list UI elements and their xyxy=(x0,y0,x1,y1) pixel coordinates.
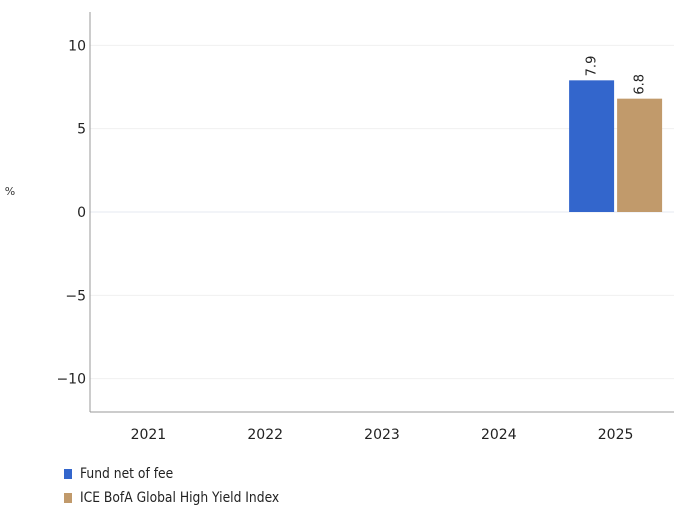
bar-chart: 10 5 0 −5 −10 2021 2022 2023 2024 2025 7.9 6.8 % xyxy=(5,12,674,443)
y-tick-label: 10 xyxy=(68,38,86,54)
bars xyxy=(569,80,663,212)
x-tick-label: 2021 xyxy=(131,427,167,443)
bar xyxy=(617,98,663,212)
x-tick-label: 2025 xyxy=(598,427,634,443)
x-tick-label: 2022 xyxy=(247,427,283,443)
legend-item-index: ICE BofA Global High Yield Index xyxy=(64,486,306,510)
y-tick-labels: 10 5 0 −5 −10 xyxy=(56,38,86,387)
legend-swatch-index xyxy=(64,493,72,503)
legend-label-index: ICE BofA Global High Yield Index xyxy=(80,490,280,506)
x-tick-label: 2023 xyxy=(364,427,400,443)
data-labels: 7.9 6.8 xyxy=(585,56,648,95)
y-tick-label: 0 xyxy=(77,205,86,221)
legend: Fund net of fee ICE BofA Global High Yie… xyxy=(64,462,306,510)
y-unit-label: % xyxy=(5,185,15,198)
x-tick-labels: 2021 2022 2023 2024 2025 xyxy=(131,427,634,443)
y-tick-label: 5 xyxy=(77,122,86,138)
data-label: 7.9 xyxy=(585,56,600,77)
x-tick-label: 2024 xyxy=(481,427,517,443)
data-label: 6.8 xyxy=(633,74,648,95)
legend-item-fund: Fund net of fee xyxy=(64,462,306,486)
bar xyxy=(569,80,615,212)
y-tick-label: −10 xyxy=(56,372,86,388)
legend-swatch-fund xyxy=(64,469,72,479)
legend-label-fund: Fund net of fee xyxy=(80,466,174,482)
y-tick-label: −5 xyxy=(65,288,86,304)
